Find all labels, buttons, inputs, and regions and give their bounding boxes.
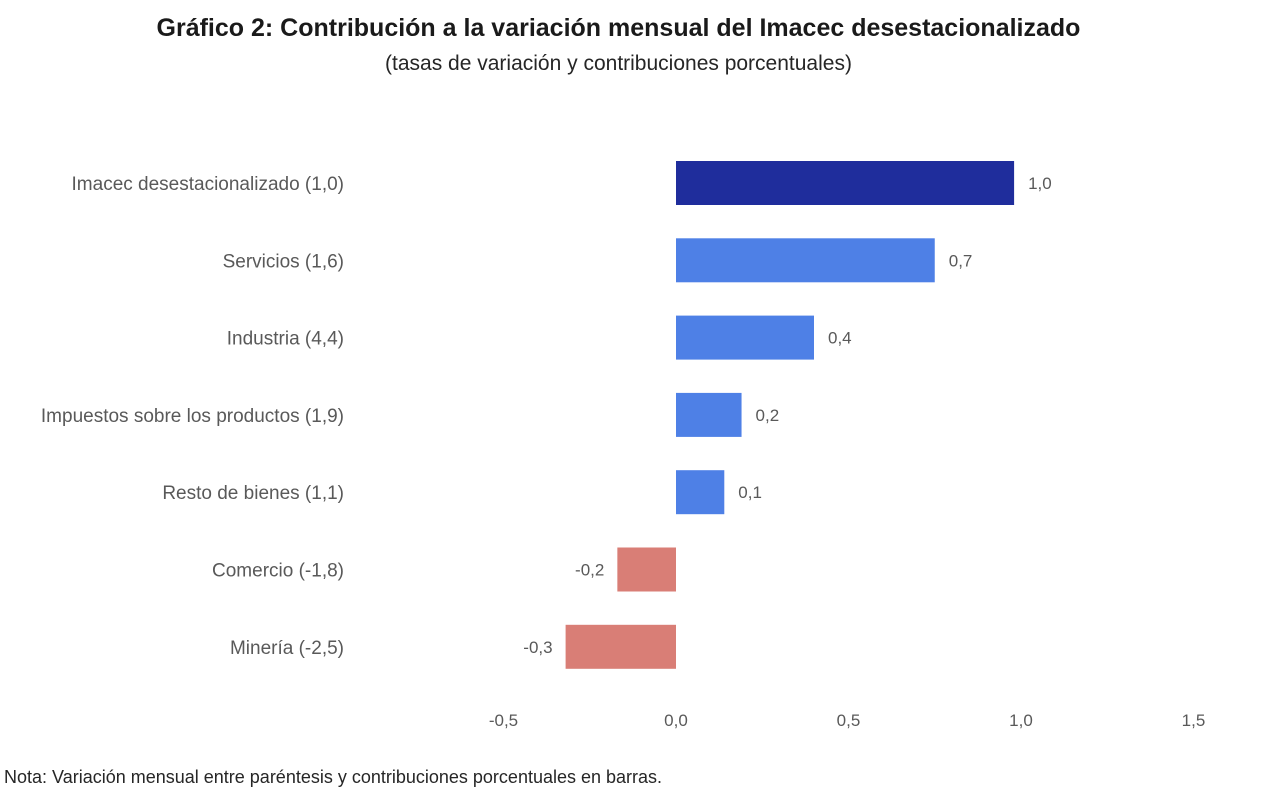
data-label: 0,2 [756, 406, 780, 425]
bar [676, 161, 1015, 205]
data-label: 0,4 [828, 329, 852, 348]
category-label: Minería (-2,5) [230, 638, 344, 659]
bar [676, 315, 814, 360]
x-tick-label: 0,5 [837, 711, 861, 730]
x-tick-label: 1,0 [1009, 711, 1033, 730]
category-label: Comercio (-1,8) [212, 561, 344, 582]
category-label: Impuestos sobre los productos (1,9) [41, 406, 344, 427]
data-label: 0,1 [738, 483, 762, 502]
chart-title: Gráfico 2: Contribución a la variación m… [156, 14, 1081, 42]
category-label: Imacec desestacionalizado (1,0) [72, 174, 344, 195]
x-tick-label: 0,0 [664, 711, 688, 730]
chart-note: Nota: Variación mensual entre paréntesis… [4, 767, 663, 787]
category-label: Resto de bienes (1,1) [162, 483, 344, 504]
bar [565, 624, 676, 669]
data-label: 1,0 [1028, 174, 1052, 193]
category-label: Industria (4,4) [227, 329, 344, 350]
x-tick-label: -0,5 [489, 711, 518, 730]
category-label: Servicios (1,6) [223, 251, 344, 272]
bar [676, 470, 725, 515]
bar [676, 392, 742, 437]
bar [617, 547, 676, 592]
data-label: -0,3 [523, 638, 552, 657]
data-label: -0,2 [575, 561, 604, 580]
x-tick-label: 1,5 [1182, 711, 1206, 730]
data-label: 0,7 [949, 251, 973, 270]
chart-subtitle: (tasas de variación y contribuciones por… [385, 52, 852, 75]
bar [676, 238, 935, 283]
